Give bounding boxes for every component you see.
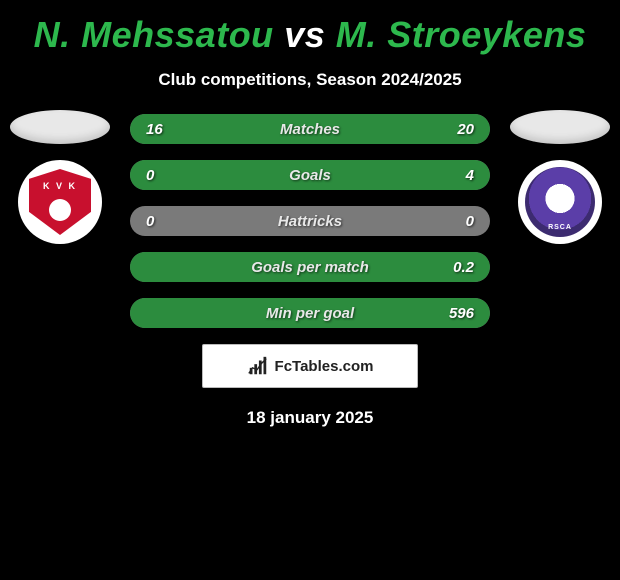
stat-value-left: 0 (146, 167, 154, 184)
stat-value-left: 0 (146, 213, 154, 230)
player2-photo-placeholder (510, 110, 610, 144)
player2-slot (500, 110, 620, 244)
player1-name: N. Mehssatou (34, 14, 274, 55)
subtitle: Club competitions, Season 2024/2025 (0, 70, 620, 90)
player1-slot (0, 110, 120, 244)
stat-label: Goals (130, 167, 490, 184)
stat-label: Matches (130, 121, 490, 138)
brand-box: FcTables.com (202, 344, 418, 388)
team1-crest (18, 160, 102, 244)
stat-label: Hattricks (130, 213, 490, 230)
stat-value-right: 0.2 (453, 259, 474, 276)
player2-name: M. Stroeykens (336, 14, 587, 55)
comparison-title: N. Mehssatou vs M. Stroeykens (0, 0, 620, 56)
stat-row: Goals per match0.2 (130, 252, 490, 282)
date: 18 january 2025 (0, 408, 620, 428)
stat-value-right: 20 (457, 121, 474, 138)
bar-chart-icon (247, 355, 269, 377)
player1-photo-placeholder (10, 110, 110, 144)
kortrijk-shield-icon (29, 169, 91, 235)
stat-label: Goals per match (130, 259, 490, 276)
stat-value-right: 0 (466, 213, 474, 230)
stat-value-right: 596 (449, 305, 474, 322)
stat-value-right: 4 (466, 167, 474, 184)
team2-crest (518, 160, 602, 244)
stat-row: 0Hattricks0 (130, 206, 490, 236)
brand-text: FcTables.com (275, 358, 374, 375)
stat-label: Min per goal (130, 305, 490, 322)
stat-row: 16Matches20 (130, 114, 490, 144)
vs-word: vs (284, 14, 325, 55)
stat-row: 0Goals4 (130, 160, 490, 190)
stat-row: Min per goal596 (130, 298, 490, 328)
stat-value-left: 16 (146, 121, 163, 138)
anderlecht-badge-icon (525, 167, 595, 237)
